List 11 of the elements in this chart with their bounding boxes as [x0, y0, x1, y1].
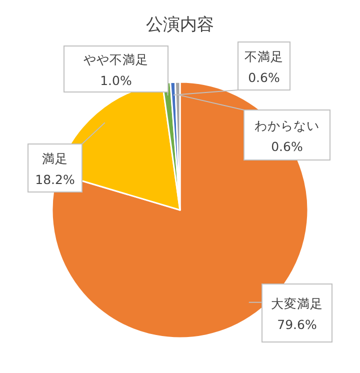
chart-title: 公演内容: [146, 15, 214, 35]
data-label: 0.6%: [271, 139, 303, 154]
data-label: 1.0%: [100, 73, 132, 88]
data-label: 18.2%: [35, 172, 75, 187]
slice-label: 大変満足: [271, 296, 323, 311]
slice-label: わからない: [254, 118, 320, 133]
slice-label: 満足: [42, 151, 68, 166]
slice-label: 不満足: [244, 49, 284, 64]
data-label: 0.6%: [248, 70, 280, 85]
slice-label: やや不満足: [84, 52, 148, 67]
data-label: 79.6%: [277, 317, 317, 332]
